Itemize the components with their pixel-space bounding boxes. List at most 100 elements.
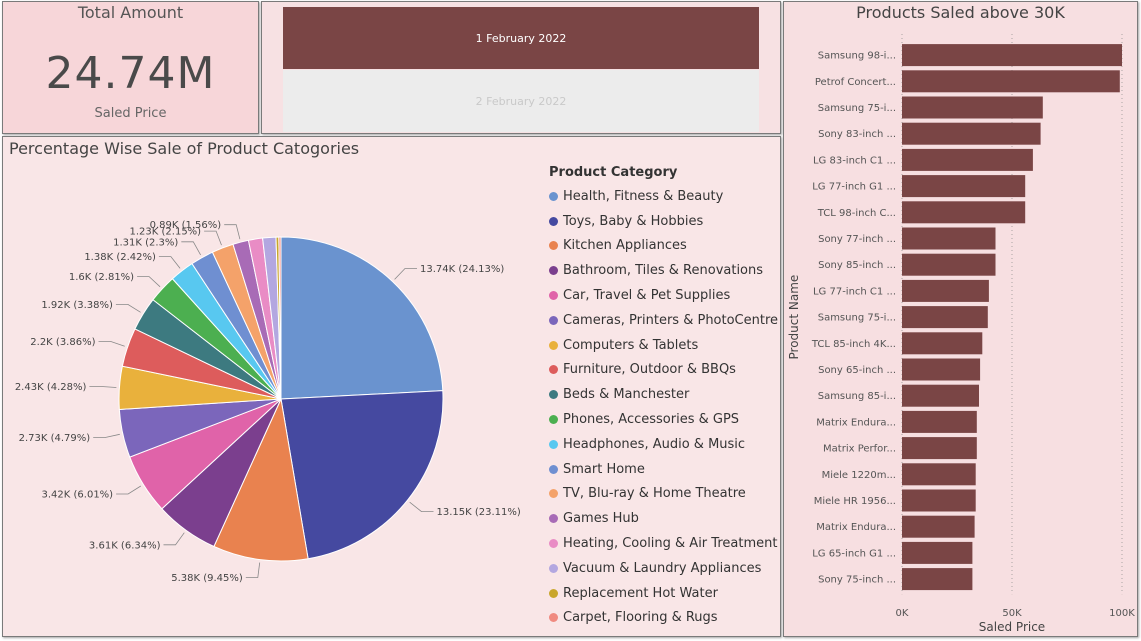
legend-item[interactable]: Carpet, Flooring & Rugs xyxy=(549,606,778,631)
pie-leader-line xyxy=(93,433,120,438)
bar[interactable] xyxy=(902,175,1026,198)
pie-leader-line xyxy=(394,268,417,280)
category-pie-chart-panel: 13.74K (24.13%) 13.15K (23.11%) 5.38K (9.4… xyxy=(2,136,781,637)
pie-data-label: 13.74K (24.13%) xyxy=(420,264,504,275)
bar[interactable] xyxy=(902,96,1043,119)
legend-item[interactable]: Cameras, Printers & PhotoCentre xyxy=(549,308,778,333)
legend-label: Cameras, Printers & PhotoCentre xyxy=(563,312,779,328)
bar[interactable] xyxy=(902,70,1120,93)
bar[interactable] xyxy=(902,253,996,276)
legend-marker-icon xyxy=(549,266,558,276)
bar[interactable] xyxy=(902,148,1033,171)
legend-item[interactable]: Vacuum & Laundry Appliances xyxy=(549,556,778,581)
bar[interactable] xyxy=(902,541,973,564)
pie-data-label: 13.15K (23.11%) xyxy=(437,507,521,518)
bar[interactable] xyxy=(902,227,996,250)
slicer-item-selected[interactable]: 1 February 2022 xyxy=(283,7,759,69)
legend-item[interactable]: Heating, Cooling & Air Treatment xyxy=(549,531,778,556)
bar-category-label: LG 83-inch C1 ... xyxy=(813,155,896,166)
legend-label: Carpet, Flooring & Rugs xyxy=(563,610,718,626)
card-label: Saled Price xyxy=(94,106,167,121)
bar-x-axis-label: Saled Price xyxy=(979,620,1045,634)
bar[interactable] xyxy=(902,489,976,512)
legend-label: Toys, Baby & Hobbies xyxy=(563,213,704,229)
bar-category-label: LG 65-inch G1 ... xyxy=(812,548,896,559)
legend-item[interactable]: Phones, Accessories & GPS xyxy=(549,407,778,432)
legend-label: Heating, Cooling & Air Treatment xyxy=(563,536,778,552)
bar-tick-label: 0K xyxy=(896,608,909,619)
card-title: Total Amount xyxy=(77,3,184,22)
pie-data-label: 1.38K (2.42%) xyxy=(84,252,156,263)
legend-marker-icon xyxy=(549,315,558,325)
pie-legend: Product Category Health, Fitness & Beaut… xyxy=(549,165,778,630)
legend-item[interactable]: TV, Blu-ray & Home Theatre xyxy=(549,482,778,507)
legend-marker-icon xyxy=(549,191,558,201)
bar-category-label: TCL 85-inch 4K... xyxy=(811,339,896,350)
top-products-bar-chart-panel: Samsung 98-i... Petrof Concert... Samsung … xyxy=(783,1,1138,637)
legend-item[interactable]: Kitchen Appliances xyxy=(549,234,778,259)
bar[interactable] xyxy=(902,306,988,329)
legend-label: Beds & Manchester xyxy=(563,387,690,403)
legend-item[interactable]: Toys, Baby & Hobbies xyxy=(549,209,778,234)
legend-marker-icon xyxy=(549,613,558,623)
bar-category-label: Sony 85-inch ... xyxy=(818,260,896,271)
legend-item[interactable]: Health, Fitness & Beauty xyxy=(549,184,778,209)
pie-data-label: 3.61K (6.34%) xyxy=(89,540,161,551)
legend-label: Health, Fitness & Beauty xyxy=(563,188,724,204)
bar[interactable] xyxy=(902,568,973,591)
bar[interactable] xyxy=(902,410,977,433)
legend-marker-icon xyxy=(549,464,558,474)
legend-label: Smart Home xyxy=(563,461,645,477)
bar[interactable] xyxy=(902,358,981,381)
legend-item[interactable]: Car, Travel & Pet Supplies xyxy=(549,283,778,308)
bar-category-label: Samsung 75-i... xyxy=(818,313,896,324)
bar-category-label: LG 77-inch G1 ... xyxy=(812,182,896,193)
pie-slice[interactable] xyxy=(280,390,444,560)
legend-item[interactable]: Headphones, Audio & Music xyxy=(549,432,778,457)
bar[interactable] xyxy=(902,463,976,486)
bar[interactable] xyxy=(902,279,989,302)
bar-category-label: LG 77-inch C1 ... xyxy=(813,286,896,297)
legend-item[interactable]: Beds & Manchester xyxy=(549,382,778,407)
legend-item[interactable]: Replacement Hot Water xyxy=(549,581,778,606)
legend-item[interactable]: Bathroom, Tiles & Renovations xyxy=(549,258,778,283)
pie-leader-line xyxy=(115,303,141,313)
bar[interactable] xyxy=(902,44,1122,67)
bar-category-label: Matrix Endura... xyxy=(816,417,896,428)
pie-leader-line xyxy=(137,276,161,288)
legend-item[interactable]: Games Hub xyxy=(549,506,778,531)
pie-data-label: 1.31K (2.3%) xyxy=(113,237,178,248)
legend-label: Replacement Hot Water xyxy=(563,585,718,601)
legend-marker-icon xyxy=(549,340,558,350)
bar[interactable] xyxy=(902,515,975,538)
legend-marker-icon xyxy=(549,216,558,226)
bar[interactable] xyxy=(902,332,983,355)
pie-data-label: 5.38K (9.45%) xyxy=(171,573,243,584)
bar-category-label: Sony 75-inch ... xyxy=(818,575,896,586)
pie-slice[interactable] xyxy=(280,236,444,400)
legend-label: Phones, Accessories & GPS xyxy=(563,412,740,428)
pie-data-label: 1.92K (3.38%) xyxy=(41,300,113,311)
pie-data-label: 0.89K (1.56%) xyxy=(150,220,222,231)
legend-marker-icon xyxy=(549,588,558,598)
bar[interactable] xyxy=(902,384,979,407)
legend-item[interactable]: Computers & Tablets xyxy=(549,333,778,358)
pie-slice[interactable] xyxy=(278,236,282,400)
pie-data-label: 2.73K (4.79%) xyxy=(19,433,91,444)
card-value: 24.74M xyxy=(45,48,216,99)
legend-label: Bathroom, Tiles & Renovations xyxy=(563,263,764,279)
bar[interactable] xyxy=(902,437,977,460)
legend-marker-icon xyxy=(549,415,558,425)
bar[interactable] xyxy=(902,122,1041,145)
slicer-item[interactable]: 2 February 2022 xyxy=(283,70,759,132)
legend-item[interactable]: Furniture, Outdoor & BBQs xyxy=(549,358,778,383)
pie-leader-line xyxy=(98,340,125,347)
legend-item[interactable]: Smart Home xyxy=(549,457,778,482)
bar[interactable] xyxy=(902,201,1026,224)
pie-leader-line xyxy=(158,256,181,269)
bar-category-label: Samsung 98-i... xyxy=(818,51,896,62)
legend-marker-icon xyxy=(549,390,558,400)
pie-chart-title: Percentage Wise Sale of Product Catogori… xyxy=(9,139,360,158)
pie-data-label: 1.23K (2.15%) xyxy=(130,227,202,238)
pie-slice[interactable] xyxy=(213,397,309,562)
